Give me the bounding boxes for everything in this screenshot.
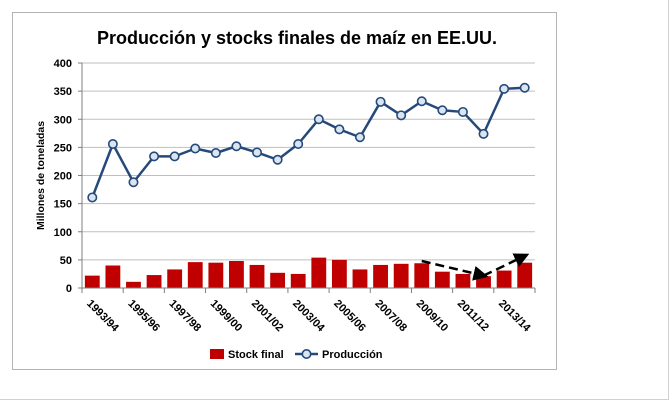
- point-2004-05: [313, 114, 324, 125]
- trend-arrows: [421, 253, 530, 281]
- bar-2006-07: [352, 269, 368, 288]
- legend-swatch-produccion-marker: [301, 348, 312, 359]
- bar-1995-96: [126, 281, 141, 288]
- y-tick-label: 150: [54, 199, 72, 211]
- y-tick-label: 50: [60, 255, 72, 267]
- point-2008-09: [396, 110, 407, 121]
- x-tick-label: 1993/94: [84, 298, 121, 335]
- legend: Stock final Producción: [210, 348, 383, 361]
- point-1998-99: [190, 143, 201, 154]
- x-tick-label: 2009/10: [414, 298, 451, 335]
- point-2002-03: [272, 154, 283, 165]
- point-2012-13: [478, 128, 489, 139]
- bar-2011-12: [455, 273, 471, 288]
- point-2013-14: [499, 83, 510, 94]
- bar-1999-00: [208, 262, 224, 288]
- y-tick-label: 0: [66, 283, 72, 295]
- x-tick-label: 2003/04: [290, 298, 327, 335]
- bar-1997-98: [167, 269, 183, 288]
- y-tick-label: 200: [54, 171, 72, 183]
- bar-2008-09: [393, 263, 409, 288]
- point-1996-97: [149, 151, 160, 162]
- point-2010-11: [437, 105, 448, 116]
- x-tick-label: 1995/96: [125, 298, 162, 335]
- point-2011-12: [457, 106, 468, 117]
- y-tick-label: 100: [54, 227, 72, 239]
- legend-label-produccion: Producción: [322, 349, 383, 361]
- point-2014-15: [519, 82, 530, 93]
- bar-1994-95: [105, 265, 121, 288]
- x-tick-labels: 1993/94 1995/96 1997/98 1999/00 2001/02 2003/…: [84, 298, 533, 335]
- point-1997-98: [169, 151, 180, 162]
- y-tick-labels: 0 50 100 150 200 250 300 350 400: [54, 58, 72, 295]
- point-2006-07: [354, 132, 365, 143]
- bar-2009-10: [414, 263, 430, 288]
- legend-swatch-stock-final: [210, 349, 224, 359]
- trend-arrow-1: [421, 259, 489, 281]
- bar-2014-15: [517, 262, 533, 288]
- bar-2005-06: [331, 259, 347, 288]
- bar-1998-99: [187, 262, 203, 288]
- bar-1993-94: [84, 275, 100, 288]
- y-tick-label: 400: [54, 58, 72, 70]
- bar-2007-08: [373, 264, 388, 288]
- chart-frame: [12, 12, 557, 370]
- y-axis-label: Millones de toneladas: [35, 121, 47, 230]
- bar-2002-03: [270, 272, 286, 288]
- point-2003-04: [293, 139, 304, 150]
- bar-2013-14: [496, 270, 512, 288]
- point-2007-08: [375, 96, 386, 107]
- point-2009-10: [416, 96, 427, 107]
- bar-2001-02: [249, 264, 265, 288]
- x-tick-label: 2011/12: [455, 298, 491, 334]
- bar-2000-01: [229, 261, 244, 288]
- y-tick-label: 300: [54, 114, 72, 126]
- bar-1996-97: [146, 275, 162, 288]
- point-2005-06: [334, 124, 345, 135]
- chart-title: Producción y stocks finales de maíz en E…: [97, 28, 497, 48]
- bar-2012-13: [476, 276, 491, 288]
- line-series: [87, 82, 530, 203]
- x-tick-label: 1997/98: [167, 298, 204, 335]
- trend-arrow-2: [482, 253, 530, 277]
- point-2001-02: [252, 147, 263, 158]
- x-tick-label: 2013/14: [496, 298, 533, 335]
- point-1999-00: [210, 148, 221, 159]
- bar-2010-11: [434, 271, 450, 288]
- y-tick-label: 350: [54, 86, 72, 98]
- bar-2004-05: [311, 257, 327, 288]
- x-tick-label: 2001/02: [249, 298, 286, 335]
- bar-series: [84, 257, 533, 288]
- axes: [78, 62, 536, 293]
- x-tick-label: 1999/00: [208, 298, 245, 335]
- point-1993-94: [87, 192, 98, 203]
- x-tick-label: 2007/08: [372, 298, 409, 335]
- gridlines: [82, 62, 535, 261]
- point-1994-95: [107, 139, 118, 150]
- point-2000-01: [231, 141, 242, 152]
- produccion-line: [91, 86, 525, 198]
- legend-label-stock-final: Stock final: [228, 349, 284, 361]
- bar-2003-04: [290, 273, 306, 288]
- point-1995-96: [128, 177, 139, 188]
- x-tick-label: 2005/06: [331, 298, 368, 335]
- y-tick-label: 250: [54, 142, 72, 154]
